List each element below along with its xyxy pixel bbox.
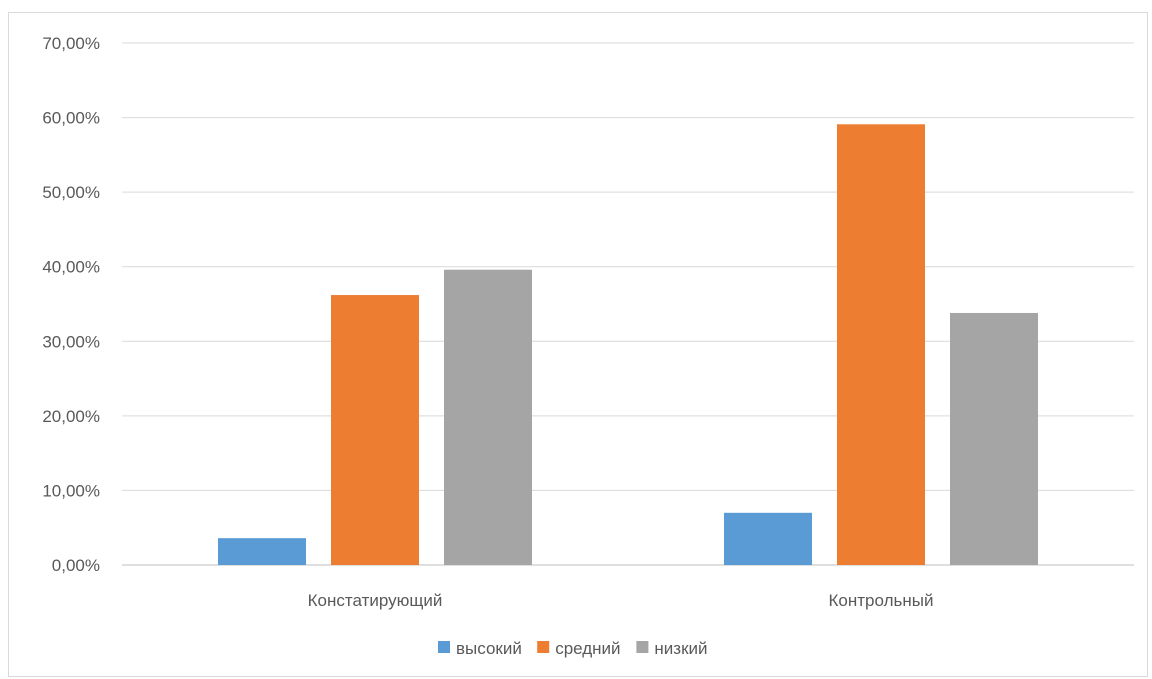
x-axis-category-labels: Констатирующий Контрольный — [308, 591, 934, 610]
legend-label: высокий — [456, 639, 522, 658]
bar-низкий-0 — [444, 269, 532, 565]
bar-высокий-1 — [724, 512, 812, 565]
y-tick-label: 50,00% — [42, 183, 100, 202]
bar-низкий-1 — [950, 312, 1038, 565]
legend: высокий средний низкий — [438, 639, 708, 658]
x-category-label: Контрольный — [829, 591, 934, 610]
bars — [218, 124, 1038, 565]
y-tick-label: 10,00% — [42, 481, 100, 500]
y-tick-label: 40,00% — [42, 258, 100, 277]
y-tick-label: 30,00% — [42, 332, 100, 351]
legend-label: средний — [555, 639, 620, 658]
y-tick-label: 20,00% — [42, 407, 100, 426]
bar-высокий-0 — [218, 538, 306, 565]
y-tick-label: 70,00% — [42, 34, 100, 53]
bar-средний-1 — [837, 124, 925, 565]
legend-swatch-низкий — [636, 641, 649, 653]
y-tick-label: 60,00% — [42, 109, 100, 128]
y-axis-tick-labels: 0,00% 10,00% 20,00% 30,00% 40,00% 50,00% 60,00… — [42, 34, 100, 575]
legend-swatch-средний — [537, 641, 550, 653]
legend-label: низкий — [654, 639, 707, 658]
x-category-label: Констатирующий — [308, 591, 443, 610]
legend-swatch-высокий — [438, 641, 450, 653]
bar-средний-0 — [331, 295, 419, 565]
y-tick-label: 0,00% — [52, 556, 100, 575]
